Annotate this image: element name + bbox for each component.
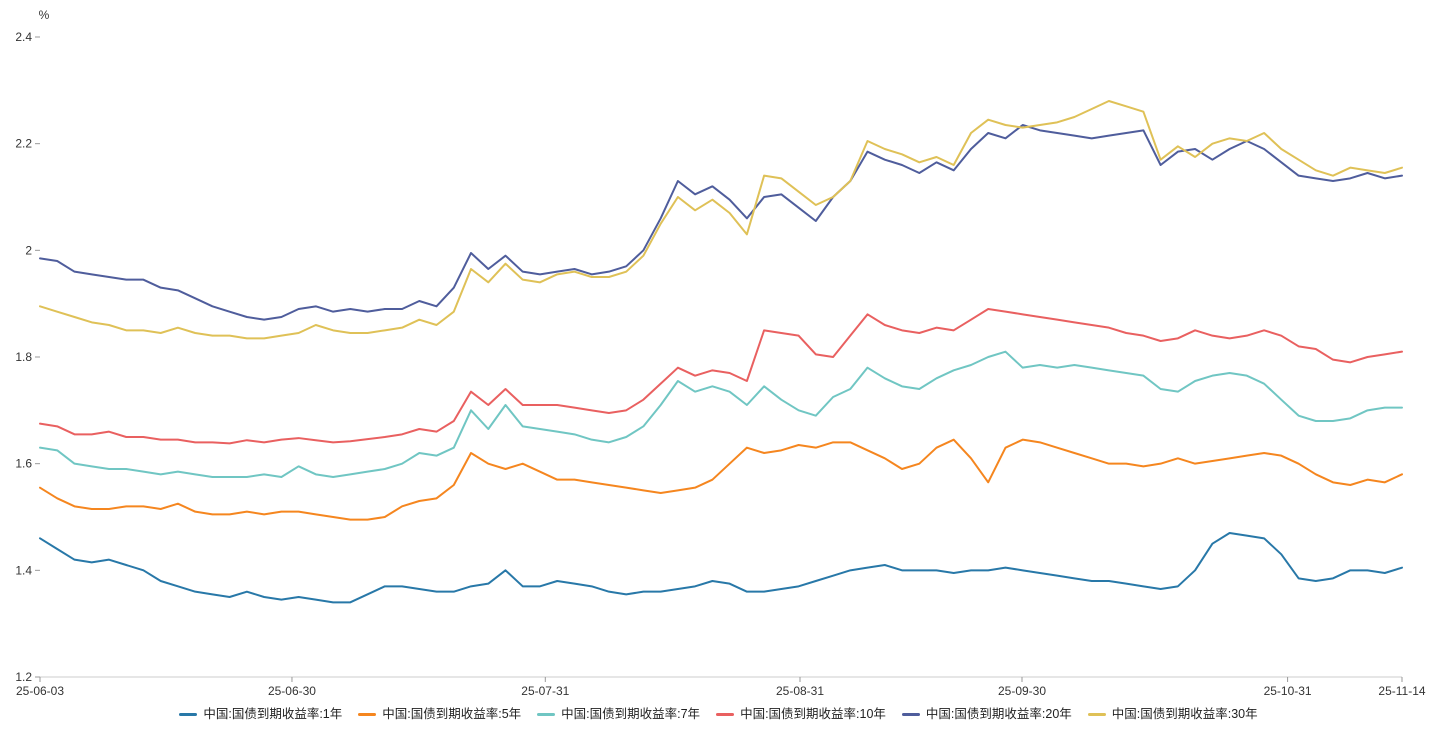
legend-item-5y[interactable]: 中国:国债到期收益率:5年	[358, 707, 521, 722]
y-axis-unit-label: %	[39, 8, 50, 22]
x-axis-tick-label: 25-09-30	[998, 684, 1046, 698]
y-axis-tick-label: 1.8	[15, 350, 32, 364]
legend-marker-5y	[358, 713, 377, 716]
legend-label-30y: 中国:国债到期收益率:30年	[1111, 707, 1258, 721]
legend-marker-10y	[716, 713, 735, 716]
y-axis-tick-label: 2.4	[15, 30, 32, 44]
series-lines	[39, 100, 1403, 604]
legend-label-5y: 中国:国债到期收益率:5年	[382, 707, 522, 721]
legend-marker-1y	[179, 713, 198, 716]
legend-item-30y[interactable]: 中国:国债到期收益率:30年	[1087, 707, 1258, 722]
legend-item-7y[interactable]: 中国:国债到期收益率:7年	[537, 707, 700, 722]
legend-label-10y: 中国:国债到期收益率:10年	[740, 707, 886, 721]
legend-label-1y: 中国:国债到期收益率:1年	[203, 707, 343, 721]
legend: 中国:国债到期收益率:1年 中国:国债到期收益率:5年 中国:国债到期收益率:7…	[0, 707, 1437, 722]
x-axis-tick-label: 25-11-14	[1378, 684, 1425, 698]
series-line-20y	[39, 124, 1403, 321]
y-axis-tick-label: 2.2	[15, 137, 32, 151]
series-line-7y	[39, 350, 1403, 478]
series-line-1y	[39, 532, 1403, 604]
chart-canvas: % 1.2 1.4 1.6 1.8 2 2.2 2.4 25-06-03 25-06-30 25-…	[15, 8, 1426, 698]
x-axis-tick-label: 25-07-31	[521, 684, 569, 698]
legend-label-20y: 中国:国债到期收益率:20年	[925, 707, 1072, 721]
series-line-5y	[39, 438, 1403, 521]
y-axis-tick-label: 1.2	[15, 670, 32, 684]
legend-marker-7y	[537, 713, 556, 716]
x-axis-tick-label: 25-06-03	[16, 684, 64, 698]
y-axis-tick-label: 1.4	[15, 563, 32, 577]
series-line-30y	[39, 100, 1403, 340]
y-axis-tick-label: 2	[25, 243, 32, 257]
x-axis-tick-label: 25-10-31	[1264, 684, 1312, 698]
legend-marker-20y	[901, 713, 920, 716]
x-axis-tick-label: 25-06-30	[268, 684, 316, 698]
legend-item-10y[interactable]: 中国:国债到期收益率:10年	[716, 707, 886, 722]
y-axis-tick-label: 1.6	[15, 457, 32, 471]
legend-item-1y[interactable]: 中国:国债到期收益率:1年	[179, 707, 342, 722]
legend-marker-30y	[1087, 713, 1106, 716]
legend-item-20y[interactable]: 中国:国债到期收益率:20年	[901, 707, 1072, 722]
series-line-10y	[39, 308, 1403, 445]
legend-label-7y: 中国:国债到期收益率:7年	[561, 707, 701, 721]
axes: 1.2 1.4 1.6 1.8 2 2.2 2.4 25-06-03 25-06-30 25-07…	[15, 30, 1426, 698]
x-axis-tick-label: 25-08-31	[776, 684, 824, 698]
